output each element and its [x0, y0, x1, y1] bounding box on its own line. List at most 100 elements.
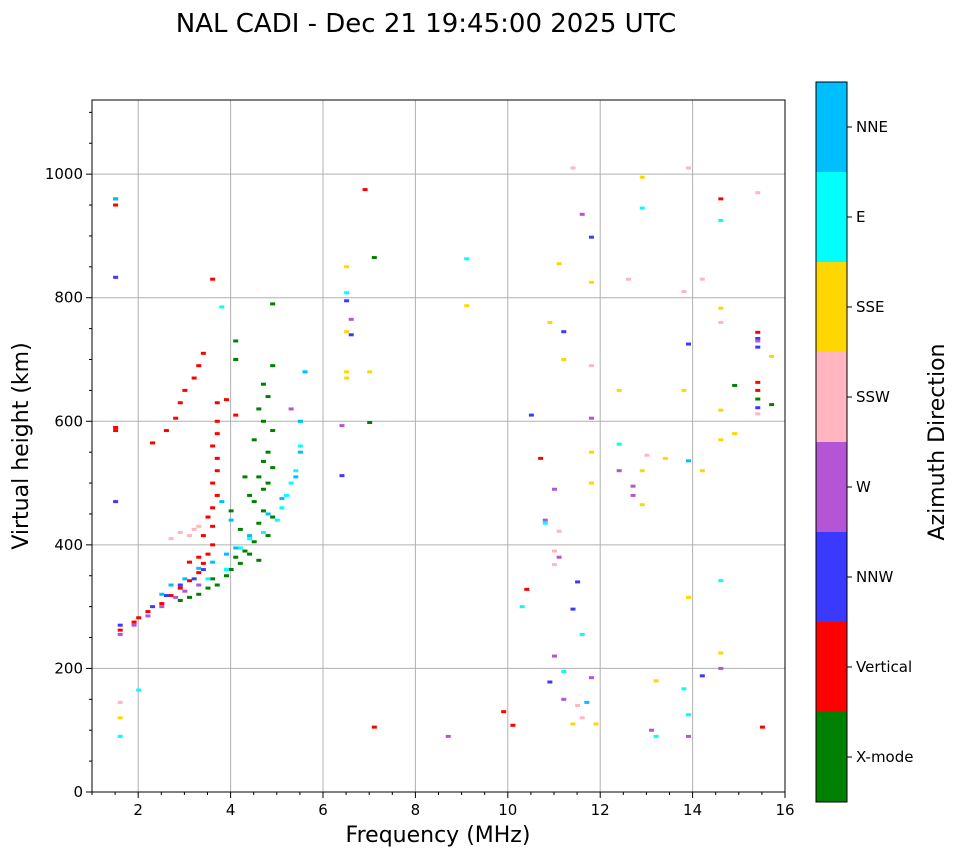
colorbar-segment-e	[816, 172, 847, 262]
x-tick-label: 4	[226, 801, 236, 819]
data-point-vertical	[113, 425, 119, 429]
data-point-x-mode	[237, 527, 243, 531]
data-point-nne	[228, 518, 234, 522]
data-point-vertical	[177, 586, 183, 590]
data-point-sse	[718, 651, 724, 655]
data-point-w	[542, 518, 548, 522]
data-point-ssw	[187, 534, 193, 538]
data-point-w	[182, 589, 188, 593]
data-point-vertical	[200, 534, 206, 538]
data-point-w	[196, 583, 202, 587]
data-point-x-mode	[187, 595, 193, 599]
data-point-sse	[570, 722, 576, 726]
colorbar-segment-sse	[816, 262, 847, 352]
data-point-sse	[718, 306, 724, 310]
data-point-vertical	[117, 628, 123, 632]
data-point-e	[297, 444, 303, 448]
data-point-nnw	[570, 607, 576, 611]
data-point-nnw	[575, 580, 581, 584]
colorbar-label-w: W	[856, 478, 871, 496]
data-point-nne	[265, 512, 271, 516]
data-point-nne	[297, 450, 303, 454]
data-point-e	[288, 481, 294, 485]
data-point-x-mode	[265, 534, 271, 538]
data-point-vertical	[538, 456, 544, 460]
data-point-w	[288, 407, 294, 411]
data-point-nnw	[191, 577, 197, 581]
data-point-sse	[117, 716, 123, 720]
data-point-e	[219, 305, 225, 309]
data-point-sse	[769, 354, 775, 358]
data-point-w	[339, 424, 345, 428]
data-point-ssw	[575, 704, 581, 707]
data-point-x-mode	[270, 515, 276, 519]
data-point-w	[131, 623, 137, 627]
data-point-vertical	[755, 330, 761, 334]
data-point-w	[556, 555, 562, 559]
data-point-vertical	[177, 401, 183, 405]
data-point-x-mode	[247, 493, 253, 497]
data-point-w	[755, 339, 761, 343]
data-point-x-mode	[214, 583, 220, 587]
colorbar-segment-vertical	[816, 622, 847, 712]
data-point-ssw	[681, 290, 687, 294]
x-tick-label: 2	[133, 801, 143, 819]
data-point-e	[284, 493, 290, 497]
data-point-sse	[718, 408, 724, 412]
data-point-nnw	[547, 680, 553, 684]
data-point-vertical	[163, 429, 169, 433]
x-tick-label: 10	[498, 801, 517, 819]
data-point-e	[117, 734, 123, 738]
data-point-ssw	[191, 527, 197, 531]
y-tick-label: 600	[54, 412, 83, 430]
data-point-ssw	[579, 716, 585, 720]
data-point-vertical	[145, 610, 151, 614]
data-point-e	[718, 579, 724, 583]
x-tick-label: 14	[683, 801, 702, 819]
colorbar: X-mode Vertical NNW W SSW SSE E NNE	[815, 81, 913, 803]
data-point-x-mode	[270, 466, 276, 470]
data-point-sse	[344, 265, 350, 269]
colorbar-label-nne: NNE	[856, 118, 888, 136]
data-point-vertical	[205, 515, 211, 519]
data-point-x-mode	[242, 549, 248, 553]
data-point-vertical	[196, 364, 202, 368]
data-point-x-mode	[256, 407, 262, 411]
data-point-sse	[685, 595, 691, 599]
x-axis-label: Frequency (MHz)	[346, 823, 531, 848]
data-point-w	[552, 654, 557, 658]
data-point-x-mode	[260, 487, 266, 491]
data-point-w	[561, 697, 567, 701]
data-point-vertical	[233, 413, 239, 417]
data-point-w	[588, 676, 594, 680]
colorbar-label-vertical: Vertical	[856, 658, 912, 676]
data-point-nnw	[699, 674, 705, 678]
x-tick-label: 12	[591, 801, 610, 819]
data-point-sse	[588, 280, 594, 284]
data-point-x-mode	[251, 540, 257, 544]
data-point-sse	[344, 376, 350, 380]
data-point-nne	[182, 577, 188, 581]
y-tick-label: 0	[73, 783, 83, 801]
data-point-x-mode	[205, 586, 211, 590]
data-point-sse	[662, 456, 668, 460]
data-point-vertical	[718, 197, 724, 201]
data-point-vertical	[214, 456, 220, 460]
data-point-e	[293, 469, 299, 473]
data-point-x-mode	[228, 509, 234, 513]
data-point-nne	[113, 197, 119, 201]
plot-area: 2 4 6 8 10 12 14 16 0 200 400 600 800 1000	[45, 99, 795, 819]
data-point-e	[579, 632, 585, 636]
data-point-vertical	[501, 710, 507, 714]
data-point-e	[464, 257, 470, 261]
data-point-sse	[588, 450, 594, 454]
data-point-vertical	[131, 620, 137, 624]
data-point-ssw	[168, 537, 174, 541]
data-point-x-mode	[256, 558, 262, 562]
data-point-vertical	[200, 561, 206, 565]
data-point-e	[718, 218, 724, 222]
data-point-e	[237, 546, 243, 550]
data-point-nnw	[177, 583, 183, 587]
data-point-e	[279, 506, 285, 510]
data-point-sse	[639, 469, 645, 473]
